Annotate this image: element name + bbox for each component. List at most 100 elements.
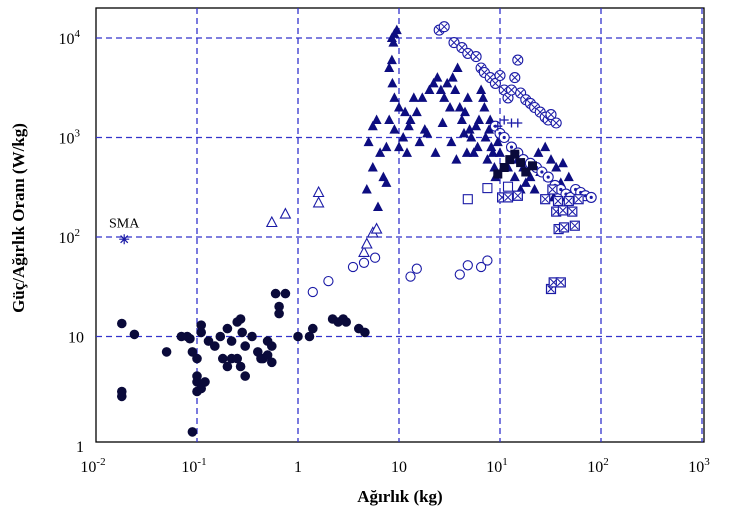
data-point-filled-triangle <box>460 106 470 117</box>
data-point-square-x <box>502 192 514 203</box>
data-point-filled-square <box>510 149 520 159</box>
data-point-filled-triangle <box>447 72 458 82</box>
data-point-square-x <box>557 205 569 216</box>
data-point-filled-circle <box>117 318 127 329</box>
data-point-circle-dot <box>498 131 510 144</box>
data-point-filled-triangle <box>533 147 544 157</box>
data-point-filled-triangle <box>424 84 435 94</box>
data-point-filled-triangle <box>484 124 495 134</box>
data-point-filled-circle <box>185 333 195 344</box>
data-point-filled-triangle <box>442 77 453 88</box>
data-point-open-triangle <box>358 245 370 257</box>
y-axis-title: Güç/Ağırlık Oranı (W/kg) <box>9 123 28 313</box>
data-point-square-x <box>563 195 574 207</box>
data-point-filled-circle <box>200 377 210 387</box>
data-point-filled-circle <box>187 347 198 357</box>
data-point-filled-square <box>528 161 537 171</box>
data-point-open-circle <box>369 252 381 263</box>
data-point-filled-triangle <box>430 147 441 157</box>
data-point-filled-triangle <box>361 184 372 194</box>
x-tick-label: 102 <box>587 456 609 476</box>
data-point-filled-square <box>493 169 503 179</box>
data-point-circle-dot <box>585 191 597 203</box>
data-point-filled-circle <box>210 341 220 351</box>
data-point-filled-triangle <box>428 77 439 88</box>
data-point-filled-circle <box>187 427 198 437</box>
data-point-circle-x <box>448 37 460 49</box>
x-tick-label: 101 <box>486 456 508 476</box>
data-point-filled-triangle <box>471 120 482 131</box>
data-point-filled-triangle <box>459 127 469 138</box>
data-point-filled-circle <box>129 329 140 340</box>
y-tick-label: 102 <box>59 227 81 247</box>
data-point-circle-x <box>550 117 562 129</box>
data-point-filled-triangle <box>509 171 520 182</box>
data-point-filled-triangle <box>445 102 455 112</box>
data-point-circle-x <box>494 69 506 82</box>
x-tick-label: 1 <box>294 459 302 476</box>
data-point-filled-triangle <box>437 117 448 127</box>
data-point-open-triangle <box>279 207 292 219</box>
data-point-filled-circle <box>222 361 233 372</box>
data-point-open-circle <box>482 255 493 266</box>
data-point-filled-circle <box>304 331 315 342</box>
data-point-square-x <box>567 206 578 217</box>
data-point-filled-triangle <box>454 102 465 112</box>
data-point-filled-triangle <box>403 120 414 131</box>
data-point-filled-triangle <box>381 177 392 187</box>
data-point-filled-triangle <box>492 136 503 147</box>
data-point-filled-square <box>505 155 515 165</box>
data-point-plus <box>499 115 509 125</box>
data-point-filled-triangle <box>367 120 378 131</box>
data-point-filled-triangle <box>464 124 475 134</box>
data-point-filled-triangle <box>540 141 551 152</box>
data-point-filled-circle <box>215 331 226 342</box>
data-point-filled-triangle <box>422 127 433 138</box>
data-point-circle-x <box>512 54 524 66</box>
plot-area <box>95 7 705 443</box>
data-point-open-square <box>502 181 514 192</box>
data-point-filled-triangle <box>479 102 490 112</box>
data-point-filled-circle <box>274 308 284 319</box>
data-point-square-x <box>569 220 580 231</box>
data-point-open-square <box>462 194 473 205</box>
data-point-open-circle <box>462 260 473 271</box>
data-point-filled-triangle <box>468 147 479 157</box>
data-point-filled-triangle <box>371 114 382 124</box>
data-point-filled-circle <box>341 317 352 327</box>
annotation-label: SMA <box>109 216 140 231</box>
data-point-filled-triangle <box>394 141 404 152</box>
data-point-filled-triangle <box>414 136 425 147</box>
data-point-filled-triangle <box>387 77 398 88</box>
data-point-filled-triangle <box>435 84 446 94</box>
data-point-filled-square <box>499 163 509 172</box>
data-point-filled-circle <box>196 327 206 338</box>
data-point-filled-triangle <box>487 147 498 157</box>
data-point-open-circle <box>347 261 359 273</box>
data-point-filled-triangle <box>402 147 412 157</box>
data-point-filled-triangle <box>388 37 399 47</box>
data-point-filled-triangle <box>384 62 395 72</box>
data-point-filled-triangle <box>563 171 574 182</box>
data-point-open-circle <box>405 271 416 282</box>
data-point-open-triangle <box>370 222 383 234</box>
data-point-filled-triangle <box>405 114 416 124</box>
x-tick-label: 10 <box>391 459 407 476</box>
data-point-filled-triangle <box>439 92 450 102</box>
data-point-filled-circle <box>240 371 250 381</box>
data-point-filled-triangle <box>384 114 395 124</box>
data-point-filled-triangle <box>472 141 483 152</box>
data-point-filled-triangle <box>400 106 411 117</box>
data-point-filled-triangle <box>529 184 540 194</box>
data-point-filled-triangle <box>478 92 489 102</box>
data-point-filled-circle <box>270 288 281 299</box>
data-point-filled-triangle <box>394 102 404 112</box>
x-tick-label: 103 <box>688 456 710 476</box>
data-point-square-x <box>512 190 523 201</box>
data-point-filled-triangle <box>417 92 428 102</box>
data-point-square-x <box>547 184 558 195</box>
data-point-filled-triangle <box>381 141 392 152</box>
data-point-open-triangle <box>360 237 373 249</box>
data-point-filled-circle <box>237 327 247 338</box>
